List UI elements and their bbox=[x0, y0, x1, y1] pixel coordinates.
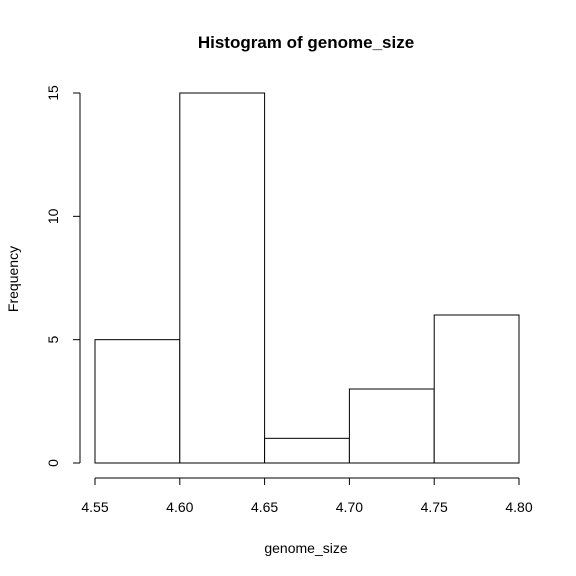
x-tick-label: 4.70 bbox=[336, 499, 363, 515]
x-tick-label: 4.55 bbox=[81, 499, 108, 515]
x-tick-label: 4.75 bbox=[421, 499, 448, 515]
y-tick-label: 5 bbox=[45, 336, 61, 344]
y-tick-label: 15 bbox=[45, 85, 61, 101]
y-axis-label: Frequency bbox=[5, 246, 21, 312]
y-tick-label: 10 bbox=[45, 208, 61, 224]
bars-group bbox=[94, 92, 520, 464]
histogram-bar-1 bbox=[179, 92, 266, 464]
y-axis: 0 5 10 15 bbox=[45, 85, 81, 467]
x-axis: 4.55 4.60 4.65 4.70 4.75 4.80 bbox=[81, 477, 533, 515]
x-tick-label: 4.65 bbox=[251, 499, 278, 515]
x-axis-label: genome_size bbox=[264, 540, 347, 556]
histogram-bar-0 bbox=[94, 339, 181, 464]
histogram-bar-3 bbox=[348, 388, 435, 464]
histogram-bar-4 bbox=[433, 314, 520, 464]
y-tick-label: 0 bbox=[45, 459, 61, 467]
x-tick-label: 4.60 bbox=[166, 499, 193, 515]
histogram-bar-2 bbox=[264, 437, 350, 464]
chart-title: Histogram of genome_size bbox=[198, 33, 414, 52]
x-tick-label: 4.80 bbox=[505, 499, 532, 515]
